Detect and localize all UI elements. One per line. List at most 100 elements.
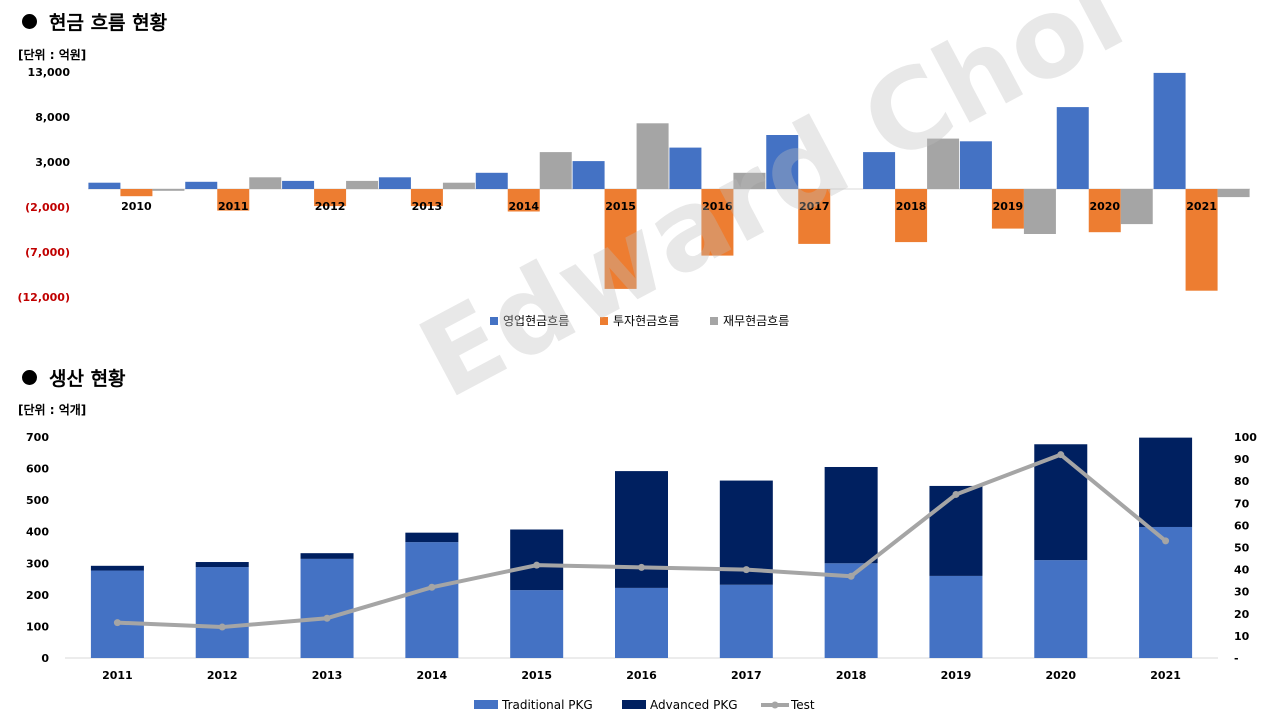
bar-financing bbox=[636, 123, 669, 189]
y-tick-label: 13,000 bbox=[28, 66, 71, 79]
bar-operating bbox=[88, 182, 121, 189]
bar-financing bbox=[1217, 189, 1250, 198]
bar-operating bbox=[378, 177, 411, 189]
x-tick-label: 2017 bbox=[799, 200, 830, 213]
bar-investing bbox=[895, 189, 928, 243]
x-tick-label: 2011 bbox=[218, 200, 249, 213]
bar-financing bbox=[1023, 189, 1056, 234]
test-series-point bbox=[1057, 451, 1065, 459]
y2-tick-label: 50 bbox=[1234, 542, 1250, 555]
y-tick-label: 400 bbox=[26, 526, 49, 539]
y-tick-label: 100 bbox=[26, 620, 49, 633]
x-tick-label: 2021 bbox=[1186, 200, 1217, 213]
x-tick-label: 2018 bbox=[836, 669, 867, 682]
test-series-point bbox=[1162, 537, 1170, 545]
bar-investing bbox=[410, 189, 443, 207]
bar-advanced-pkg bbox=[195, 562, 249, 568]
legend-swatch bbox=[490, 317, 498, 325]
x-tick-label: 2014 bbox=[508, 200, 539, 213]
x-tick-label: 2016 bbox=[626, 669, 657, 682]
bar-traditional-pkg bbox=[719, 584, 773, 658]
x-tick-label: 2020 bbox=[1089, 200, 1120, 213]
x-tick-label: 2014 bbox=[417, 669, 448, 682]
bar-financing bbox=[927, 138, 960, 189]
bar-advanced-pkg bbox=[405, 532, 459, 543]
bar-financing bbox=[152, 189, 185, 191]
y2-tick-label: 90 bbox=[1234, 453, 1250, 466]
legend-swatch bbox=[622, 700, 646, 709]
cashflow-section-title: 현금 흐름 현황 bbox=[22, 8, 167, 35]
test-series-point bbox=[533, 561, 541, 569]
y2-tick-label: 20 bbox=[1234, 608, 1250, 621]
test-series-point bbox=[742, 566, 750, 574]
bar-financing bbox=[539, 152, 572, 189]
test-series-point bbox=[638, 563, 645, 571]
bar-operating bbox=[1056, 107, 1089, 189]
y-tick-label: 3,000 bbox=[35, 156, 70, 169]
bar-investing bbox=[507, 189, 540, 212]
bar-advanced-pkg bbox=[510, 529, 564, 591]
bar-advanced-pkg bbox=[1139, 437, 1193, 527]
y2-tick-label: 80 bbox=[1234, 475, 1250, 488]
bar-traditional-pkg bbox=[824, 563, 878, 658]
bar-operating bbox=[185, 181, 218, 189]
bar-investing bbox=[798, 189, 831, 244]
legend-swatch bbox=[474, 700, 498, 709]
x-tick-label: 2016 bbox=[702, 200, 733, 213]
production-unit-label: [단위 : 억개] bbox=[18, 403, 87, 417]
bar-traditional-pkg bbox=[300, 558, 354, 658]
y-tick-label: 200 bbox=[26, 589, 49, 602]
bar-investing bbox=[701, 189, 734, 256]
x-tick-label: 2015 bbox=[521, 669, 552, 682]
bar-operating bbox=[572, 161, 605, 189]
bar-operating bbox=[282, 180, 315, 189]
y-tick-label: 0 bbox=[41, 652, 49, 665]
bar-advanced-pkg bbox=[300, 553, 354, 559]
y2-tick-label: 30 bbox=[1234, 586, 1250, 599]
bar-advanced-pkg bbox=[929, 485, 983, 576]
x-tick-label: 2011 bbox=[102, 669, 133, 682]
x-tick-label: 2012 bbox=[315, 200, 346, 213]
y2-tick-label: 10 bbox=[1234, 630, 1250, 643]
bar-traditional-pkg bbox=[1139, 526, 1193, 658]
y2-tick-label: 60 bbox=[1234, 519, 1250, 532]
legend-label: Traditional PKG bbox=[501, 698, 593, 712]
production-title-text: 생산 현황 bbox=[49, 368, 126, 390]
test-series-point bbox=[323, 614, 331, 622]
test-series-line bbox=[117, 452, 1167, 630]
x-tick-label: 2017 bbox=[731, 669, 762, 682]
test-series-point bbox=[113, 619, 121, 627]
legend-swatch bbox=[710, 317, 718, 325]
x-tick-label: 2019 bbox=[941, 669, 972, 682]
legend-label: 투자현금흐름 bbox=[613, 314, 679, 328]
bar-investing bbox=[1185, 189, 1218, 291]
x-tick-label: 2021 bbox=[1150, 669, 1181, 682]
bar-investing bbox=[1088, 189, 1121, 233]
bar-investing bbox=[604, 189, 637, 289]
bar-operating bbox=[766, 135, 799, 189]
legend-label: Test bbox=[790, 698, 815, 712]
x-tick-label: 2013 bbox=[312, 669, 343, 682]
x-tick-label: 2018 bbox=[896, 200, 927, 213]
bar-operating bbox=[959, 141, 992, 189]
y-tick-label: 600 bbox=[26, 463, 49, 476]
bar-traditional-pkg bbox=[615, 587, 668, 658]
bar-advanced-pkg bbox=[615, 471, 668, 588]
bar-traditional-pkg bbox=[510, 590, 564, 658]
cashflow-chart: 13,000 8,000 3,000 (2,000) (7,000) (12,000) 20… bbox=[17, 66, 1250, 328]
test-series-point bbox=[218, 623, 226, 631]
cashflow-unit-label: [단위 : 억원] bbox=[18, 48, 87, 62]
bar-operating bbox=[669, 147, 702, 189]
bullet-icon bbox=[22, 14, 37, 29]
bar-financing bbox=[442, 182, 475, 189]
y-tick-label: 500 bbox=[26, 494, 49, 507]
legend-swatch bbox=[600, 317, 608, 325]
bar-advanced-pkg bbox=[824, 466, 878, 564]
test-series-point bbox=[952, 490, 960, 498]
y-tick-label: 300 bbox=[26, 557, 49, 570]
test-series-point bbox=[428, 583, 436, 591]
y2-tick-label: 100 bbox=[1234, 431, 1257, 444]
bar-financing bbox=[249, 177, 282, 189]
bar-investing bbox=[120, 189, 153, 197]
legend-swatch bbox=[771, 701, 779, 709]
